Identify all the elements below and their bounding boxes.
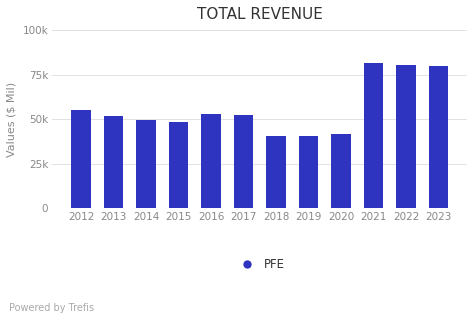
Bar [299, 136, 318, 208]
Bar [234, 115, 253, 208]
Bar [136, 120, 156, 208]
Legend: PFE: PFE [230, 253, 289, 276]
Bar [364, 64, 383, 208]
Y-axis label: Values ($ Mil): Values ($ Mil) [7, 82, 17, 157]
Bar [201, 114, 221, 208]
Bar [428, 66, 448, 208]
Bar [71, 110, 91, 208]
Bar [169, 122, 188, 208]
Bar [266, 136, 286, 208]
Bar [104, 116, 123, 208]
Bar [331, 134, 351, 208]
Text: Powered by Trefis: Powered by Trefis [9, 303, 95, 313]
Title: TOTAL REVENUE: TOTAL REVENUE [197, 7, 323, 22]
Bar [396, 65, 416, 208]
